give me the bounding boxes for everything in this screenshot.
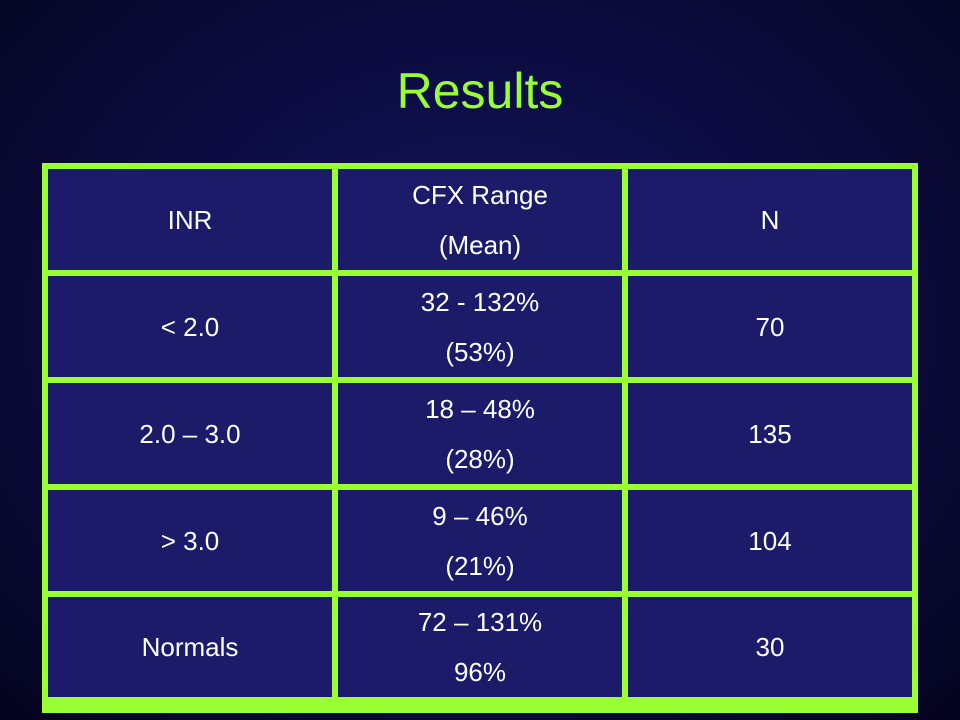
row-inr-cell: Normals bbox=[48, 597, 332, 697]
cfx-range-value: 72 – 131% bbox=[417, 607, 543, 637]
results-table: INR CFX Range (Mean) N < 2.0 32 - 132% (… bbox=[42, 163, 918, 713]
header-cfx-line2: (Mean) bbox=[438, 229, 522, 260]
cfx-mean-value: (21%) bbox=[445, 550, 515, 581]
header-cfx-range: CFX Range (Mean) bbox=[338, 169, 622, 270]
header-n: N bbox=[628, 169, 912, 270]
cfx-range-value: 32 - 132% bbox=[420, 286, 540, 317]
cfx-mean-value: 96% bbox=[453, 657, 507, 687]
cfx-range-value: 18 – 48% bbox=[425, 393, 535, 424]
cfx-range-value: 9 – 46% bbox=[432, 500, 528, 531]
header-cfx-line1: CFX Range bbox=[412, 179, 548, 210]
row-n-cell: 104 bbox=[628, 490, 912, 591]
row-cfx-cell: 18 – 48% (28%) bbox=[338, 383, 622, 484]
row-inr-cell: 2.0 – 3.0 bbox=[48, 383, 332, 484]
cfx-mean-value: (53%) bbox=[445, 336, 515, 367]
row-n-cell: 135 bbox=[628, 383, 912, 484]
row-inr-cell: > 3.0 bbox=[48, 490, 332, 591]
results-table-grid: INR CFX Range (Mean) N < 2.0 32 - 132% (… bbox=[48, 169, 912, 707]
row-cfx-cell: 9 – 46% (21%) bbox=[338, 490, 622, 591]
row-cfx-cell: 32 - 132% (53%) bbox=[338, 276, 622, 377]
row-n-cell: 70 bbox=[628, 276, 912, 377]
slide-title: Results bbox=[396, 63, 564, 119]
row-cfx-cell: 72 – 131% 96% bbox=[338, 597, 622, 697]
row-inr-cell: < 2.0 bbox=[48, 276, 332, 377]
row-n-cell: 30 bbox=[628, 597, 912, 697]
header-inr: INR bbox=[48, 169, 332, 270]
cfx-mean-value: (28%) bbox=[445, 443, 515, 474]
